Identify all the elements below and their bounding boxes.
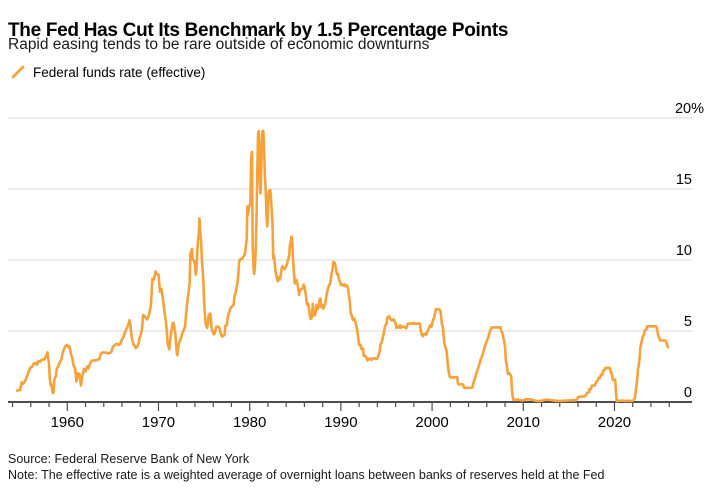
chart-title: The Fed Has Cut Its Benchmark by 1.5 Per… xyxy=(8,19,509,41)
chart-area: 0 5 10 15 20% 1960 1970 1980 1990 2000 2010 2020 xyxy=(0,93,715,441)
fed-funds-line-chart: 0 5 10 15 20% 1960 1970 1980 1990 2000 2010 2020 xyxy=(8,101,704,431)
y-axis-tick-label: 0 xyxy=(684,385,692,401)
chart-subtitle: Rapid easing tends to be rare outside of… xyxy=(8,36,430,53)
fed-funds-rate-line xyxy=(15,129,670,403)
y-axis-tick-label: 5 xyxy=(684,314,692,330)
x-axis-tick-label: 1970 xyxy=(142,414,175,431)
y-axis-tick-label: 15 xyxy=(676,172,692,188)
y-axis-tick-label: 10 xyxy=(676,243,692,259)
legend: Federal funds rate (effective) xyxy=(10,64,205,80)
source-note: Source: Federal Reserve Bank of New York xyxy=(8,452,250,466)
x-axis-tick-label: 1960 xyxy=(51,414,84,431)
y-axis-tick-label: 20% xyxy=(675,101,704,117)
x-axis-tick-label: 1990 xyxy=(324,414,357,431)
x-axis-tick-label: 2020 xyxy=(598,414,631,431)
footnote: Note: The effective rate is a weighted a… xyxy=(8,468,605,482)
line-series-icon xyxy=(11,65,25,79)
x-axis-tick-label: 1980 xyxy=(233,414,266,431)
x-axis-tick-label: 2000 xyxy=(415,414,448,431)
legend-label: Federal funds rate (effective) xyxy=(33,64,206,80)
x-axis-tick-label: 2010 xyxy=(507,414,540,431)
